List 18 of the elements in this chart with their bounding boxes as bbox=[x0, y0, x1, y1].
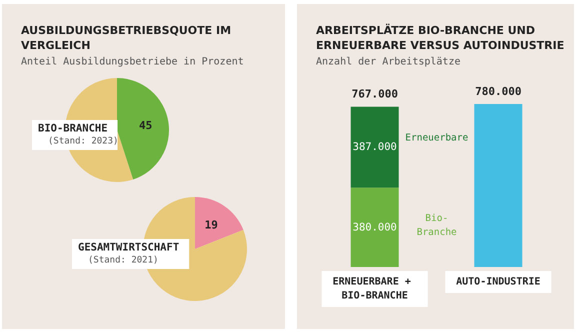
chart-title: ARBEITSPLÄTZE BIO-BRANCHE UND ERNEUERBARE VERSUS AUTOINDUSTRIE bbox=[316, 23, 564, 52]
data-label: 380.000 bbox=[352, 221, 397, 234]
total-label: 780.000 bbox=[475, 85, 522, 98]
chart-subtitle: Anzahl der Arbeitsplätze bbox=[316, 56, 460, 68]
x-tick-label: ERNEUERBARE + BIO-BRANCHE bbox=[332, 276, 417, 302]
series-label: Erneuerbare bbox=[405, 132, 468, 144]
data-label: 387.000 bbox=[352, 141, 397, 154]
text: (Stand: 2021) bbox=[88, 256, 158, 266]
chart-title: AUSBILDUNGSBETRIEBSQUOTE IM VERGLEICH bbox=[21, 24, 235, 52]
chart-subtitle: Anteil Ausbildungsbetriebe in Prozent bbox=[21, 56, 244, 68]
series-label: Bio-Branche bbox=[416, 212, 458, 238]
slice-label: GESAMTWIRTSCHAFT bbox=[78, 242, 180, 254]
slice-label: BIO-BRANCHE bbox=[38, 122, 108, 134]
data-label: 19 bbox=[204, 218, 218, 232]
text: (Stand: 2023) bbox=[48, 136, 118, 146]
total-label: 767.000 bbox=[352, 88, 398, 101]
x-tick-label: AUTO-INDUSTRIE bbox=[456, 276, 540, 288]
data-label: 45 bbox=[139, 118, 152, 132]
